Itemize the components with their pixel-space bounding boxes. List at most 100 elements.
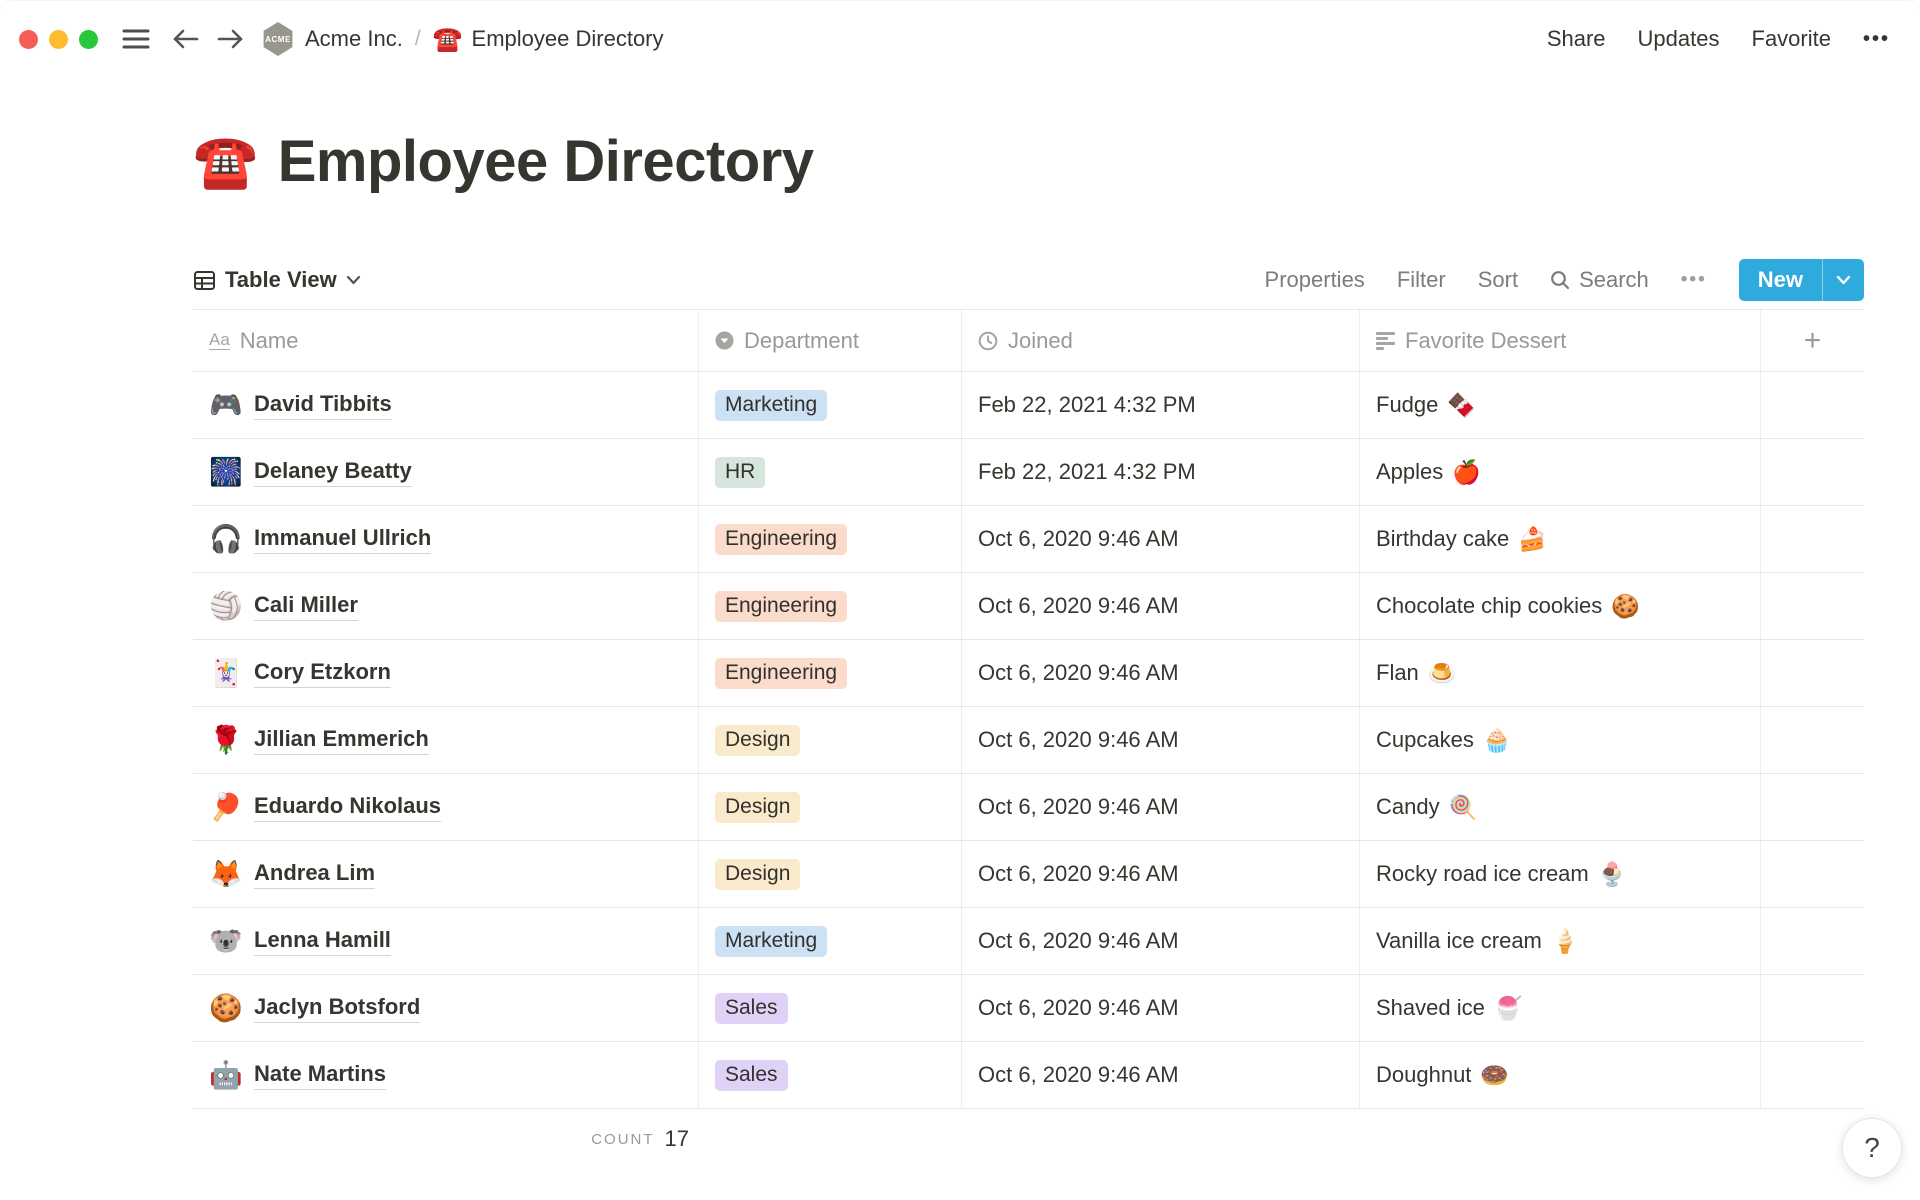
column-header-department[interactable]: Department xyxy=(699,310,962,371)
name-cell[interactable]: 🐨 Lenna Hamill xyxy=(193,908,699,974)
name-cell[interactable]: 🏓 Eduardo Nikolaus xyxy=(193,774,699,840)
row-trailing-cell xyxy=(1761,908,1864,974)
joined-cell[interactable]: Oct 6, 2020 9:46 AM xyxy=(962,640,1360,706)
name-cell[interactable]: 🌹 Jillian Emmerich xyxy=(193,707,699,773)
dessert-cell[interactable]: Chocolate chip cookies 🍪 xyxy=(1360,573,1761,639)
table-row: 🤖 Nate Martins Sales Oct 6, 2020 9:46 AM… xyxy=(193,1042,1864,1109)
joined-cell[interactable]: Feb 22, 2021 4:32 PM xyxy=(962,439,1360,505)
name-cell[interactable]: 🍪 Jaclyn Botsford xyxy=(193,975,699,1041)
employee-name-link[interactable]: Cali Miller xyxy=(254,592,358,621)
employee-name-link[interactable]: Eduardo Nikolaus xyxy=(254,793,442,822)
dessert-emoji-icon: 🍨 xyxy=(1597,860,1627,887)
more-options-icon[interactable]: ••• xyxy=(1862,27,1890,50)
new-dropdown-chevron-icon[interactable] xyxy=(1823,259,1864,301)
forward-arrow-icon[interactable] xyxy=(217,28,244,50)
sort-button[interactable]: Sort xyxy=(1477,267,1519,292)
updates-button[interactable]: Updates xyxy=(1637,26,1720,51)
joined-cell[interactable]: Oct 6, 2020 9:46 AM xyxy=(962,774,1360,840)
department-cell[interactable]: Design xyxy=(699,707,962,773)
joined-cell[interactable]: Oct 6, 2020 9:46 AM xyxy=(962,573,1360,639)
chevron-down-icon xyxy=(346,275,361,285)
filter-button[interactable]: Filter xyxy=(1396,267,1446,292)
joined-cell[interactable]: Oct 6, 2020 9:46 AM xyxy=(962,506,1360,572)
name-cell[interactable]: 🃏 Cory Etzkorn xyxy=(193,640,699,706)
close-window-button[interactable] xyxy=(19,29,38,49)
dessert-cell[interactable]: Vanilla ice cream 🍦 xyxy=(1360,908,1761,974)
employee-name-link[interactable]: Immanuel Ullrich xyxy=(254,525,432,554)
view-more-options-icon[interactable]: ••• xyxy=(1680,269,1707,290)
employee-name-link[interactable]: Jaclyn Botsford xyxy=(254,994,421,1023)
count-label[interactable]: COUNT xyxy=(591,1130,655,1148)
back-arrow-icon[interactable] xyxy=(172,28,199,50)
employee-name-link[interactable]: Lenna Hamill xyxy=(254,927,391,956)
search-button[interactable]: Search xyxy=(1550,267,1649,293)
select-icon xyxy=(715,331,734,350)
department-cell[interactable]: Design xyxy=(699,841,962,907)
department-tag: Engineering xyxy=(715,590,848,622)
sidebar-menu-icon[interactable] xyxy=(122,28,150,50)
joined-date: Oct 6, 2020 9:46 AM xyxy=(978,593,1179,618)
employee-name-link[interactable]: David Tibbits xyxy=(254,391,392,420)
column-header-joined[interactable]: Joined xyxy=(962,310,1360,371)
joined-cell[interactable]: Oct 6, 2020 9:46 AM xyxy=(962,707,1360,773)
name-cell[interactable]: 🏐 Cali Miller xyxy=(193,573,699,639)
page-title-emoji-icon[interactable]: ☎️ xyxy=(193,133,258,191)
joined-cell[interactable]: Oct 6, 2020 9:46 AM xyxy=(962,841,1360,907)
add-column-button[interactable]: + xyxy=(1761,310,1864,371)
department-cell[interactable]: Design xyxy=(699,774,962,840)
breadcrumb-page[interactable]: Employee Directory xyxy=(471,26,664,51)
department-cell[interactable]: Sales xyxy=(699,975,962,1041)
breadcrumb-workspace[interactable]: Acme Inc. xyxy=(305,26,403,51)
dessert-cell[interactable]: Cupcakes 🧁 xyxy=(1360,707,1761,773)
name-cell[interactable]: 🦊 Andrea Lim xyxy=(193,841,699,907)
department-cell[interactable]: HR xyxy=(699,439,962,505)
dessert-emoji-icon: 🍮 xyxy=(1427,659,1457,686)
page-title[interactable]: Employee Directory xyxy=(277,129,814,194)
help-button[interactable]: ? xyxy=(1842,1118,1902,1178)
column-header-favorite-dessert[interactable]: Favorite Dessert xyxy=(1360,310,1761,371)
employee-name-link[interactable]: Andrea Lim xyxy=(254,860,376,889)
name-cell[interactable]: 🎆 Delaney Beatty xyxy=(193,439,699,505)
employee-name-link[interactable]: Jillian Emmerich xyxy=(254,726,429,755)
view-switcher-label: Table View xyxy=(225,267,337,292)
name-cell[interactable]: 🎮 David Tibbits xyxy=(193,372,699,438)
joined-cell[interactable]: Oct 6, 2020 9:46 AM xyxy=(962,1042,1360,1108)
properties-button[interactable]: Properties xyxy=(1264,267,1365,292)
dessert-cell[interactable]: Apples 🍎 xyxy=(1360,439,1761,505)
row-trailing-cell xyxy=(1761,774,1864,840)
joined-date: Oct 6, 2020 9:46 AM xyxy=(978,861,1179,886)
department-cell[interactable]: Engineering xyxy=(699,506,962,572)
employee-name-link[interactable]: Nate Martins xyxy=(254,1061,387,1090)
employee-page-emoji-icon: 🤖 xyxy=(209,1060,243,1090)
dessert-cell[interactable]: Flan 🍮 xyxy=(1360,640,1761,706)
dessert-text: Chocolate chip cookies xyxy=(1376,593,1603,618)
table-view-switcher[interactable]: Table View xyxy=(193,267,361,293)
dessert-cell[interactable]: Rocky road ice cream 🍨 xyxy=(1360,841,1761,907)
department-cell[interactable]: Marketing xyxy=(699,908,962,974)
name-cell[interactable]: 🎧 Immanuel Ullrich xyxy=(193,506,699,572)
joined-cell[interactable]: Oct 6, 2020 9:46 AM xyxy=(962,908,1360,974)
joined-cell[interactable]: Feb 22, 2021 4:32 PM xyxy=(962,372,1360,438)
column-header-name[interactable]: Aa Name xyxy=(193,310,699,371)
new-button[interactable]: New xyxy=(1739,259,1823,301)
department-tag: Engineering xyxy=(715,523,848,555)
department-cell[interactable]: Engineering xyxy=(699,573,962,639)
workspace-logo-icon[interactable]: ACME xyxy=(263,22,293,56)
share-button[interactable]: Share xyxy=(1546,26,1606,51)
dessert-cell[interactable]: Shaved ice 🍧 xyxy=(1360,975,1761,1041)
dessert-cell[interactable]: Doughnut 🍩 xyxy=(1360,1042,1761,1108)
employee-name-link[interactable]: Delaney Beatty xyxy=(254,458,412,487)
favorite-button[interactable]: Favorite xyxy=(1751,26,1831,51)
zoom-window-button[interactable] xyxy=(79,29,98,49)
employee-name-link[interactable]: Cory Etzkorn xyxy=(254,659,391,688)
department-cell[interactable]: Marketing xyxy=(699,372,962,438)
minimize-window-button[interactable] xyxy=(49,29,68,49)
dessert-cell[interactable]: Birthday cake 🍰 xyxy=(1360,506,1761,572)
dessert-cell[interactable]: Candy 🍭 xyxy=(1360,774,1761,840)
name-cell[interactable]: 🤖 Nate Martins xyxy=(193,1042,699,1108)
department-cell[interactable]: Engineering xyxy=(699,640,962,706)
department-cell[interactable]: Sales xyxy=(699,1042,962,1108)
joined-cell[interactable]: Oct 6, 2020 9:46 AM xyxy=(962,975,1360,1041)
department-tag: Sales xyxy=(715,1059,788,1091)
dessert-cell[interactable]: Fudge 🍫 xyxy=(1360,372,1761,438)
